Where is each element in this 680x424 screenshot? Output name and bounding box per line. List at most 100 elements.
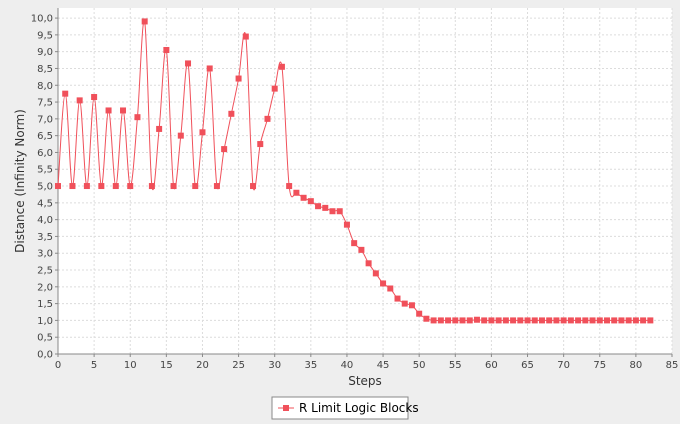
data-point: [423, 315, 430, 322]
data-point: [394, 295, 401, 302]
data-point: [293, 189, 300, 196]
data-point: [365, 260, 372, 267]
data-point: [242, 33, 249, 40]
x-tick-label: 15: [160, 360, 173, 371]
tick-labels: 0 5 10 15 20 25 30 35 40 45 50 55 60 65 70 75 80 85 0,0 0,5…: [31, 14, 679, 371]
data-point: [322, 204, 329, 211]
data-point: [618, 317, 625, 324]
y-tick-label: 5,0: [37, 182, 53, 193]
data-point: [141, 18, 148, 25]
data-point: [531, 317, 538, 324]
data-point: [430, 317, 437, 324]
data-point: [546, 317, 553, 324]
y-tick-label: 2,0: [37, 282, 53, 293]
data-point: [452, 317, 459, 324]
x-tick-label: 65: [521, 360, 534, 371]
data-point: [55, 183, 61, 190]
x-tick-label: 40: [341, 360, 354, 371]
data-point: [105, 107, 112, 114]
y-tick-label: 10,0: [31, 14, 53, 25]
data-point: [445, 317, 452, 324]
x-axis-title: Steps: [348, 374, 382, 388]
data-point: [278, 63, 285, 70]
data-point: [315, 203, 322, 210]
data-point: [76, 97, 83, 104]
data-point: [538, 317, 545, 324]
data-point: [156, 125, 163, 132]
data-point: [495, 317, 502, 324]
data-point: [582, 317, 589, 324]
y-tick-label: 6,0: [37, 148, 53, 159]
data-point: [416, 310, 423, 317]
y-tick-label: 0,0: [37, 350, 53, 361]
data-point: [647, 317, 654, 324]
y-tick-label: 9,5: [37, 30, 53, 41]
y-tick-label: 3,5: [37, 232, 53, 243]
data-point: [235, 75, 242, 82]
data-point: [408, 302, 415, 309]
data-point: [611, 317, 618, 324]
data-point: [120, 107, 127, 114]
x-tick-label: 20: [196, 360, 209, 371]
data-point: [632, 317, 639, 324]
y-tick-label: 1,5: [37, 299, 53, 310]
grid: [57, 8, 673, 355]
data-point: [329, 208, 336, 215]
data-point: [488, 317, 495, 324]
data-point: [163, 46, 170, 53]
y-tick-label: 0,5: [37, 333, 53, 344]
legend-marker-swatch: [283, 405, 289, 411]
data-point: [466, 317, 473, 324]
data-point: [560, 317, 567, 324]
data-point: [199, 129, 206, 136]
data-point: [83, 183, 90, 190]
x-tick-label: 75: [593, 360, 606, 371]
data-point: [372, 270, 379, 277]
x-tick-label: 0: [55, 360, 61, 371]
data-point: [589, 317, 596, 324]
data-point: [401, 300, 408, 307]
data-point: [307, 198, 314, 205]
y-tick-label: 2,5: [37, 266, 53, 277]
data-point: [148, 183, 155, 190]
x-tick-label: 10: [124, 360, 137, 371]
data-point: [206, 65, 213, 72]
x-tick-label: 45: [377, 360, 390, 371]
y-tick-label: 4,5: [37, 198, 53, 209]
data-point: [343, 221, 350, 228]
data-point: [575, 317, 582, 324]
data-point: [286, 183, 293, 190]
data-point: [567, 317, 574, 324]
x-tick-label: 30: [268, 360, 281, 371]
data-point: [170, 183, 177, 190]
y-tick-label: 7,0: [37, 114, 53, 125]
data-point: [112, 183, 119, 190]
data-point: [271, 85, 278, 92]
data-point: [127, 183, 134, 190]
data-point: [625, 317, 632, 324]
data-point: [358, 246, 365, 253]
plot-area: [58, 8, 672, 354]
x-tick-label: 25: [232, 360, 245, 371]
y-axis-title: Distance (Infinity Norm): [13, 109, 27, 253]
data-point: [300, 194, 307, 201]
data-point: [257, 141, 264, 148]
data-point: [481, 317, 488, 324]
x-tick-label: 5: [91, 360, 97, 371]
legend-box: [271, 396, 409, 420]
data-point: [351, 240, 358, 247]
data-point: [524, 317, 531, 324]
data-point: [192, 183, 199, 190]
data-point: [177, 132, 184, 139]
data-point: [264, 115, 271, 122]
x-tick-label: 80: [630, 360, 643, 371]
series-line-group: [55, 18, 654, 324]
data-point: [387, 285, 394, 292]
data-point: [603, 317, 610, 324]
x-tick-label: 55: [449, 360, 462, 371]
data-point: [640, 317, 647, 324]
x-tick-label: 50: [413, 360, 426, 371]
y-tick-label: 9,0: [37, 47, 53, 58]
